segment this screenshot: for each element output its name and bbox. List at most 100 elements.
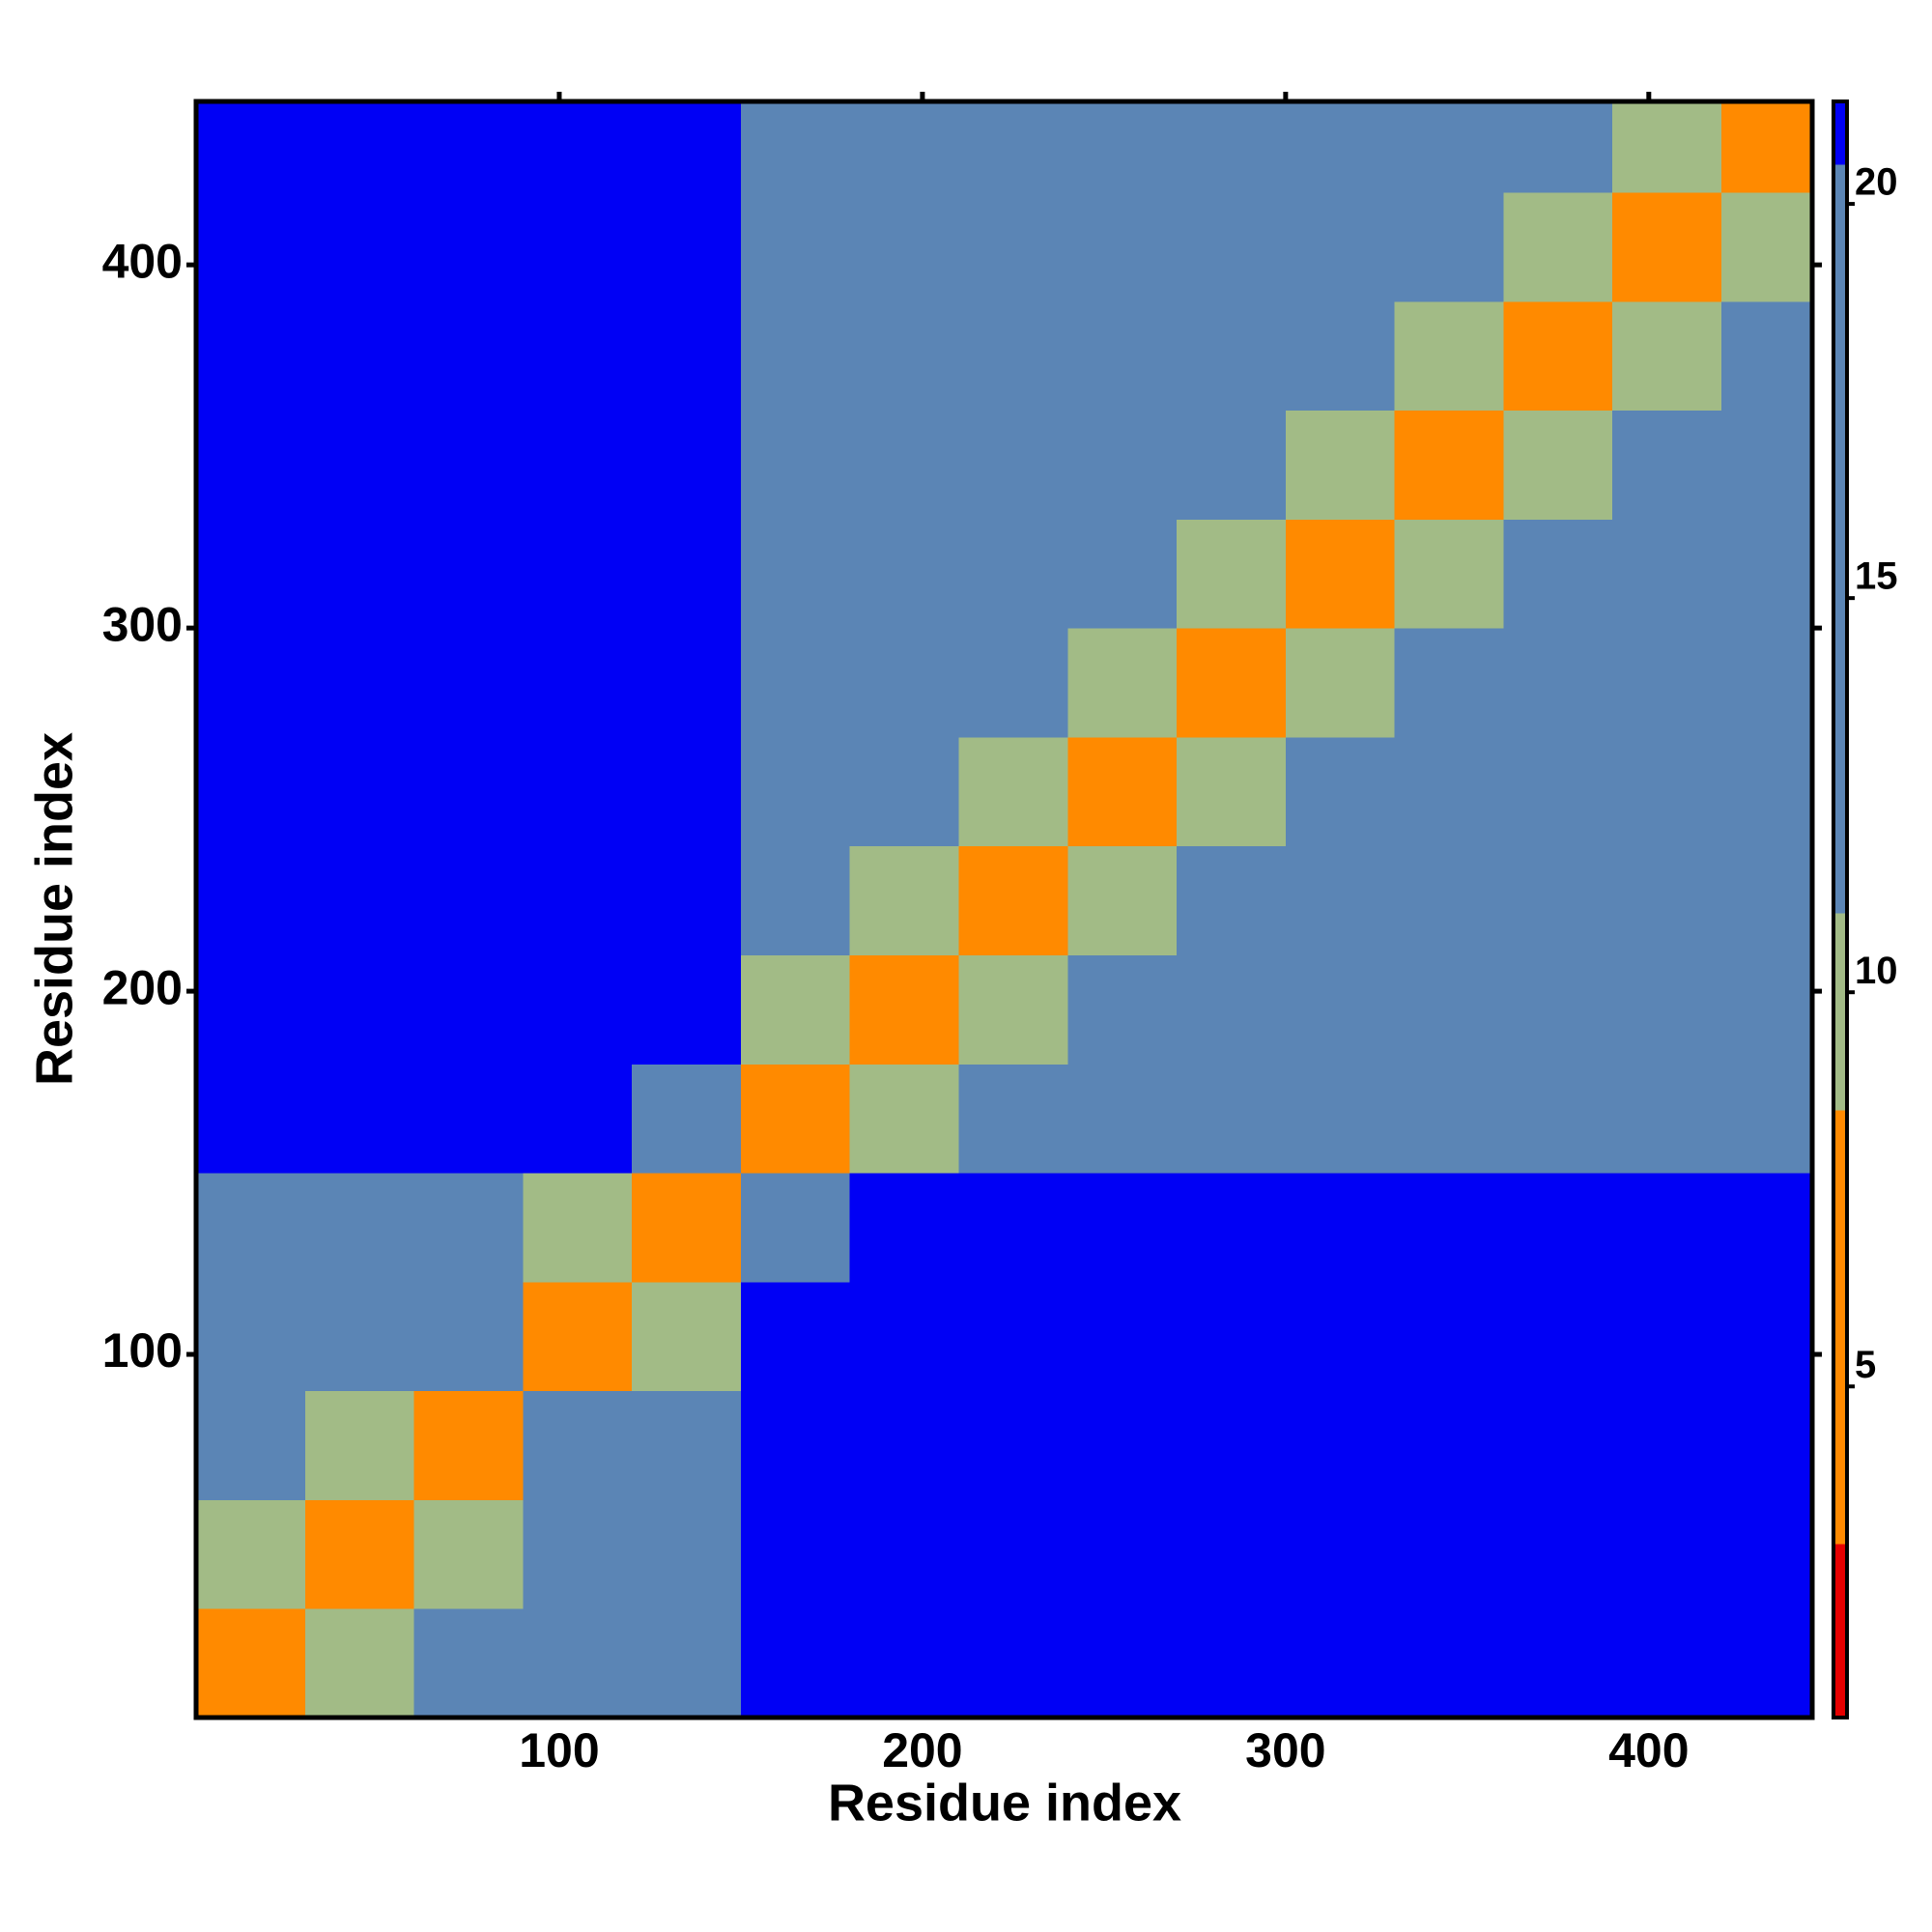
heatmap-cell — [1612, 1499, 1722, 1609]
heatmap-cell — [523, 1608, 633, 1719]
heatmap-cell — [1285, 1173, 1396, 1283]
heatmap-cell — [1612, 191, 1722, 302]
heatmap-cell — [1394, 1608, 1504, 1719]
heatmap-cell — [523, 1281, 633, 1392]
heatmap-cell — [740, 191, 851, 302]
heatmap-cell — [849, 300, 960, 412]
x-tick-label: 400 — [1608, 1723, 1689, 1777]
heatmap-cell — [1285, 628, 1396, 738]
heatmap-cell — [1177, 736, 1287, 847]
heatmap-cell — [740, 1390, 851, 1500]
heatmap-cell — [413, 1499, 524, 1609]
heatmap-cell — [849, 1281, 960, 1392]
heatmap-cell — [1721, 191, 1813, 302]
heatmap-cell — [304, 101, 415, 193]
heatmap-cell — [1721, 954, 1813, 1065]
heatmap-cell — [1394, 191, 1504, 302]
heatmap-cell — [958, 845, 1068, 955]
heatmap-cell — [849, 1173, 960, 1283]
heatmap-cell — [1394, 101, 1504, 193]
heatmap-cell — [958, 1173, 1068, 1283]
heatmap-cell — [632, 1281, 742, 1392]
heatmap-cell — [1177, 628, 1287, 738]
heatmap-cell — [1285, 1390, 1396, 1500]
heatmap-cell — [1285, 410, 1396, 520]
heatmap-cell — [1067, 628, 1178, 738]
colorbar-segment — [1833, 101, 1847, 165]
colorbar-segment — [1833, 913, 1847, 1111]
heatmap-cell — [304, 410, 415, 520]
heatmap-cell — [523, 1173, 633, 1283]
heatmap-cell — [1394, 1281, 1504, 1392]
heatmap-cell — [632, 1390, 742, 1500]
heatmap-cell — [413, 1281, 524, 1392]
heatmap-cell — [304, 1173, 415, 1283]
heatmap-cell — [196, 628, 306, 738]
heatmap-cell — [849, 1608, 960, 1719]
heatmap-cell — [196, 1608, 306, 1719]
heatmap-cell — [413, 1390, 524, 1500]
colorbar-tick-label: 20 — [1855, 161, 1898, 204]
y-axis-title: Residue index — [25, 732, 83, 1086]
colorbar-segment — [1833, 164, 1847, 914]
heatmap-cell — [1503, 519, 1613, 629]
heatmap-cell — [523, 1064, 633, 1174]
heatmap-cell — [1612, 1608, 1722, 1719]
heatmap-cell — [1177, 954, 1287, 1065]
heatmap-cell — [1285, 1281, 1396, 1392]
x-tick-label: 200 — [882, 1723, 962, 1777]
colorbar-segment — [1833, 1544, 1847, 1718]
heatmap-cell — [1285, 519, 1396, 629]
heatmap-cell — [1503, 300, 1613, 412]
heatmap-cell — [632, 191, 742, 302]
colorbar-tick-label: 15 — [1855, 555, 1898, 598]
heatmap-cell — [1721, 519, 1813, 629]
heatmap-cell — [632, 1173, 742, 1283]
heatmap-cell — [1394, 954, 1504, 1065]
heatmap-cell — [632, 845, 742, 955]
heatmap-cell — [1394, 1390, 1504, 1500]
heatmap-cell — [1721, 101, 1813, 193]
colorbar-tick-label: 5 — [1855, 1344, 1876, 1386]
heatmap-cell — [740, 300, 851, 412]
heatmap-cell — [740, 1173, 851, 1283]
heatmap-cell — [413, 1608, 524, 1719]
heatmap-cell — [1394, 628, 1504, 738]
heatmap-cell — [958, 101, 1068, 193]
heatmap-cell — [1285, 1608, 1396, 1719]
heatmap-cell — [1503, 1064, 1613, 1174]
heatmap-cell — [1612, 300, 1722, 412]
heatmap-cell — [1503, 1281, 1613, 1392]
heatmap-cell — [1067, 410, 1178, 520]
heatmap-cell — [413, 1173, 524, 1283]
heatmap-cell — [958, 1281, 1068, 1392]
heatmap-cell — [958, 1608, 1068, 1719]
heatmap-cell — [413, 1064, 524, 1174]
heatmap-cell — [632, 1499, 742, 1609]
heatmap-cell — [304, 519, 415, 629]
heatmap-cell — [1503, 628, 1613, 738]
heatmap-cell — [413, 410, 524, 520]
heatmap-cell — [1177, 1499, 1287, 1609]
heatmap-cell — [196, 954, 306, 1065]
heatmap-cell — [196, 736, 306, 847]
heatmap-cell — [1285, 1499, 1396, 1609]
heatmap-cell — [1394, 736, 1504, 847]
heatmap-cell — [740, 1499, 851, 1609]
heatmap-cell — [1067, 736, 1178, 847]
heatmap-cell — [958, 1390, 1068, 1500]
heatmap-cell — [196, 519, 306, 629]
heatmap-cell — [958, 628, 1068, 738]
heatmap-cell — [1612, 736, 1722, 847]
heatmap-cell — [1067, 1064, 1178, 1174]
heatmap-cell — [1067, 300, 1178, 412]
heatmap-cell — [413, 845, 524, 955]
heatmap-cell — [1177, 300, 1287, 412]
heatmap-cell — [1394, 1499, 1504, 1609]
heatmap-cell — [1177, 1608, 1287, 1719]
heatmap-cell — [1177, 410, 1287, 520]
x-tick-label: 100 — [519, 1723, 599, 1777]
heatmap-cell — [1612, 845, 1722, 955]
